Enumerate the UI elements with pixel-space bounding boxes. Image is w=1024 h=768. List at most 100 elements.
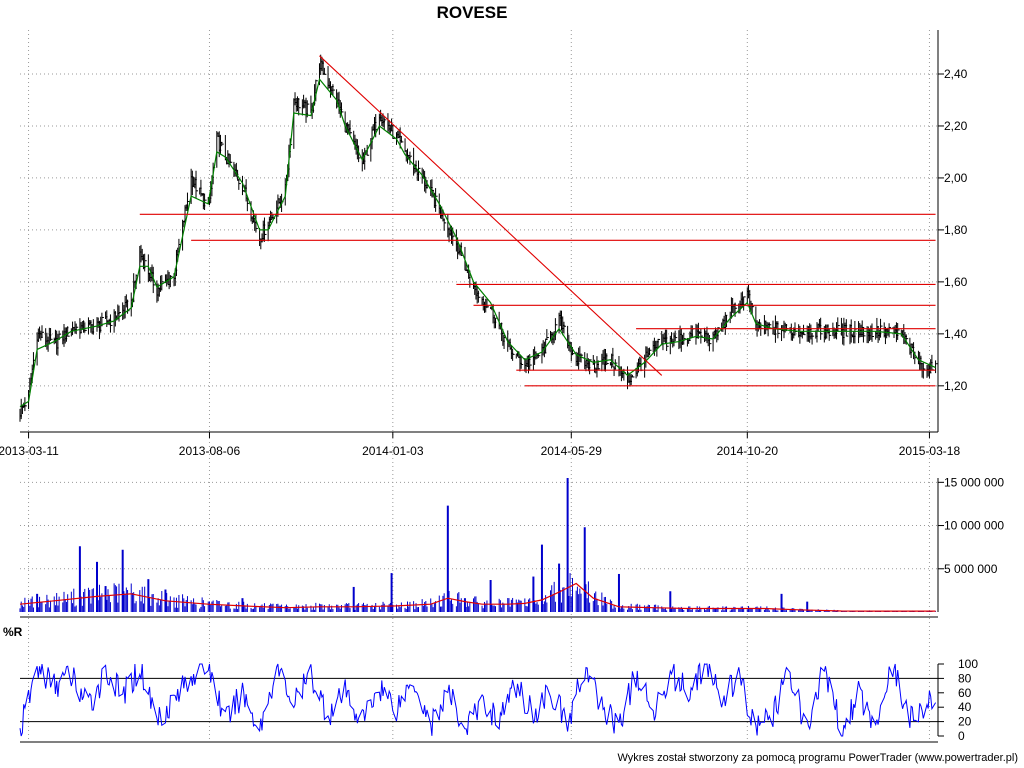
footer-credit: Wykres został stworzony za pomocą progra… bbox=[617, 752, 1018, 764]
price-bar bbox=[323, 67, 327, 75]
price-bar bbox=[563, 321, 566, 334]
price-bar bbox=[161, 275, 164, 291]
price-bar bbox=[50, 328, 53, 341]
price-bar bbox=[315, 79, 318, 102]
y-tick-label: 1,60 bbox=[944, 275, 968, 289]
price-bar bbox=[443, 218, 447, 231]
price-bar bbox=[828, 328, 832, 341]
price-bar bbox=[435, 188, 438, 212]
price-bar bbox=[486, 299, 489, 309]
price-bar bbox=[332, 84, 335, 96]
price-bar bbox=[118, 305, 122, 322]
price-bar bbox=[84, 322, 87, 333]
price-bar bbox=[905, 334, 909, 345]
price-bar bbox=[803, 324, 806, 336]
x-tick-label: 2013-08-06 bbox=[179, 444, 241, 458]
williams-r-line bbox=[19, 662, 937, 737]
price-bar bbox=[169, 275, 173, 288]
price-bar bbox=[871, 323, 874, 342]
price-bar bbox=[666, 329, 669, 352]
y-tick-label: 60 bbox=[958, 686, 972, 700]
chart-title: ROVESE bbox=[437, 3, 508, 22]
price-bar bbox=[404, 138, 408, 152]
price-bar bbox=[743, 296, 746, 311]
y-tick-label: 1,20 bbox=[944, 379, 968, 393]
x-tick-label: 2015-03-18 bbox=[899, 444, 961, 458]
y-tick-label: 2,40 bbox=[944, 67, 968, 81]
price-bar bbox=[87, 317, 91, 335]
price-bar bbox=[845, 319, 849, 337]
price-bar bbox=[186, 192, 190, 212]
y-tick-label: 40 bbox=[958, 700, 972, 714]
price-bar bbox=[811, 333, 815, 345]
price-bar bbox=[854, 320, 857, 344]
price-bar bbox=[293, 98, 296, 149]
price-bar bbox=[75, 323, 79, 334]
y-tick-label: 80 bbox=[958, 671, 972, 685]
y-tick-label: 15 000 000 bbox=[944, 475, 1004, 489]
x-tick-label: 2013-03-11 bbox=[0, 444, 59, 458]
price-bar bbox=[529, 354, 532, 371]
price-bar bbox=[246, 197, 250, 212]
price-bar bbox=[340, 102, 344, 116]
price-bar bbox=[580, 353, 584, 363]
price-bar bbox=[683, 332, 686, 345]
y-tick-label: 2,00 bbox=[944, 171, 968, 185]
price-bar bbox=[897, 323, 900, 340]
volume-panel: 5 000 000 10 000 000 15 000 000 bbox=[19, 475, 1004, 618]
price-bar bbox=[127, 299, 130, 314]
price-bar bbox=[546, 329, 549, 340]
price-bar bbox=[383, 117, 387, 131]
y-tick-label: 1,80 bbox=[944, 223, 968, 237]
price-bar bbox=[631, 374, 635, 378]
price-bar bbox=[477, 290, 481, 303]
price-bar bbox=[41, 325, 45, 338]
price-bar bbox=[298, 97, 301, 116]
y-tick-label: 0 bbox=[958, 729, 965, 743]
price-bar bbox=[512, 348, 515, 361]
price-bar bbox=[277, 194, 280, 217]
price-moving-average bbox=[19, 77, 936, 408]
price-bar bbox=[400, 135, 404, 143]
price-bar bbox=[589, 359, 592, 375]
price-bar bbox=[109, 314, 113, 333]
price-bar bbox=[708, 334, 712, 352]
price-bar bbox=[229, 154, 233, 164]
x-tick-label: 2014-05-29 bbox=[541, 444, 603, 458]
price-bar bbox=[349, 120, 353, 136]
price-bar bbox=[221, 141, 224, 147]
price-bar bbox=[144, 253, 147, 272]
y-tick-label: 2,20 bbox=[944, 119, 968, 133]
price-bar bbox=[306, 100, 310, 118]
y-tick-label: 100 bbox=[958, 657, 978, 671]
price-bar bbox=[935, 360, 938, 374]
price-bar bbox=[888, 323, 892, 338]
price-bar bbox=[495, 317, 498, 329]
y-tick-label: 1,40 bbox=[944, 327, 968, 341]
price-bar bbox=[862, 326, 866, 343]
trendline bbox=[319, 55, 663, 376]
y-tick-label: 10 000 000 bbox=[944, 519, 1004, 533]
volume-moving-average bbox=[19, 582, 936, 612]
price-bar bbox=[195, 170, 199, 199]
price-bar bbox=[657, 338, 661, 348]
price-bar bbox=[674, 330, 678, 342]
x-tick-label: 2014-10-20 bbox=[717, 444, 779, 458]
price-bar bbox=[238, 178, 241, 190]
y-tick-label: 5 000 000 bbox=[944, 562, 998, 576]
williams-r-label: %R bbox=[3, 625, 23, 639]
x-tick-label: 2014-01-03 bbox=[362, 444, 424, 458]
price-bar bbox=[649, 347, 652, 356]
price-bar bbox=[255, 213, 258, 233]
price-bar bbox=[691, 325, 695, 338]
price-bar bbox=[606, 353, 609, 366]
price-bar bbox=[409, 151, 412, 165]
price-bar bbox=[358, 145, 361, 163]
price-panel: 2013-03-11 2013-08-06 2014-01-03 2014-05-29… bbox=[0, 30, 968, 742]
y-tick-label: 20 bbox=[958, 715, 972, 729]
price-bar bbox=[520, 355, 524, 369]
price-bar bbox=[67, 326, 70, 337]
price-bar bbox=[554, 318, 558, 341]
